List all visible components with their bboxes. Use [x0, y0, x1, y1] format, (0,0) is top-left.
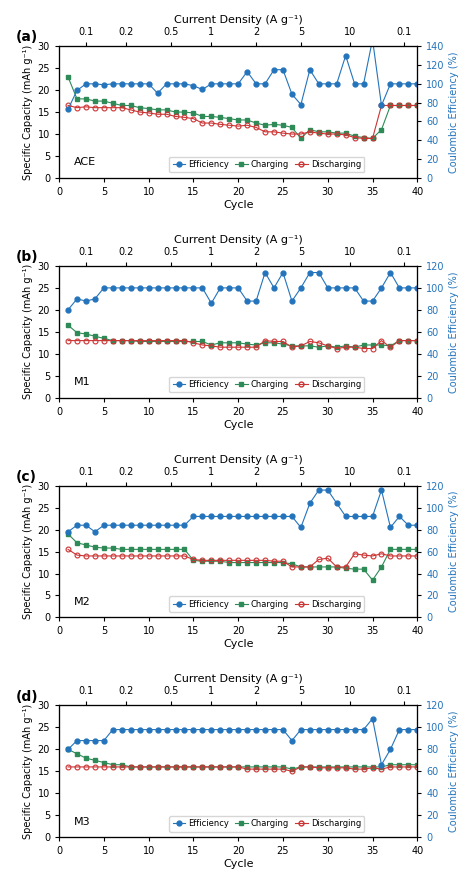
- Text: M3: M3: [73, 817, 90, 827]
- X-axis label: Current Density (A g⁻¹): Current Density (A g⁻¹): [174, 235, 302, 245]
- Legend: Efficiency, Charging, Discharging: Efficiency, Charging, Discharging: [169, 377, 365, 392]
- Y-axis label: Specific Capacity (mAh g⁻¹): Specific Capacity (mAh g⁻¹): [23, 44, 33, 179]
- X-axis label: Current Density (A g⁻¹): Current Density (A g⁻¹): [174, 454, 302, 464]
- X-axis label: Current Density (A g⁻¹): Current Density (A g⁻¹): [174, 674, 302, 684]
- Y-axis label: Specific Capacity (mAh g⁻¹): Specific Capacity (mAh g⁻¹): [23, 264, 33, 400]
- Y-axis label: Specific Capacity (mAh g⁻¹): Specific Capacity (mAh g⁻¹): [23, 704, 33, 839]
- Text: (c): (c): [16, 470, 37, 484]
- Text: (a): (a): [16, 30, 38, 44]
- Legend: Efficiency, Charging, Discharging: Efficiency, Charging, Discharging: [169, 816, 365, 832]
- Text: ACE: ACE: [73, 157, 96, 167]
- Text: M1: M1: [73, 377, 90, 387]
- X-axis label: Cycle: Cycle: [223, 420, 254, 430]
- Y-axis label: Coulombic Efficiency (%): Coulombic Efficiency (%): [449, 711, 459, 832]
- X-axis label: Cycle: Cycle: [223, 200, 254, 210]
- Text: M2: M2: [73, 597, 90, 607]
- Legend: Efficiency, Charging, Discharging: Efficiency, Charging, Discharging: [169, 597, 365, 612]
- Legend: Efficiency, Charging, Discharging: Efficiency, Charging, Discharging: [169, 156, 365, 172]
- Y-axis label: Specific Capacity (mAh g⁻¹): Specific Capacity (mAh g⁻¹): [23, 484, 33, 619]
- Y-axis label: Coulombic Efficiency (%): Coulombic Efficiency (%): [449, 491, 459, 613]
- Text: (b): (b): [16, 250, 39, 264]
- X-axis label: Cycle: Cycle: [223, 639, 254, 649]
- X-axis label: Current Density (A g⁻¹): Current Density (A g⁻¹): [174, 15, 302, 25]
- Text: (d): (d): [16, 690, 39, 704]
- X-axis label: Cycle: Cycle: [223, 859, 254, 869]
- Y-axis label: Coulombic Efficiency (%): Coulombic Efficiency (%): [449, 51, 459, 172]
- Y-axis label: Coulombic Efficiency (%): Coulombic Efficiency (%): [449, 271, 459, 392]
